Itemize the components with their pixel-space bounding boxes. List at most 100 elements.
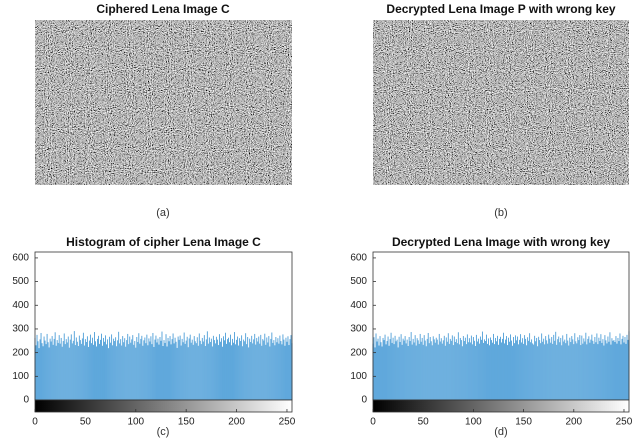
bar <box>461 346 463 400</box>
bar <box>612 340 614 400</box>
x-tick-label: 0 <box>32 417 38 428</box>
bar <box>145 343 147 400</box>
bar <box>90 343 92 400</box>
bar <box>91 337 93 400</box>
bar <box>566 333 568 400</box>
bar <box>541 333 543 400</box>
bar <box>395 341 397 400</box>
bar <box>176 347 178 400</box>
bar <box>515 335 517 400</box>
bar <box>445 337 447 400</box>
bar <box>174 337 176 400</box>
bar <box>117 340 119 400</box>
bar <box>217 345 219 400</box>
bar <box>399 341 401 400</box>
bar <box>602 339 604 400</box>
bar <box>155 335 157 400</box>
bar <box>128 344 130 400</box>
bar <box>229 342 230 400</box>
bar <box>232 338 233 400</box>
bar <box>450 340 452 400</box>
bar <box>588 336 590 400</box>
chart-title: Histogram of cipher Lena Image C <box>66 235 261 249</box>
caption: (c) <box>157 426 170 438</box>
bar <box>109 336 111 400</box>
bar <box>105 335 107 400</box>
bar <box>218 334 220 400</box>
bar <box>101 333 102 400</box>
bar <box>570 341 572 400</box>
bar <box>122 336 124 400</box>
y-tick-label: 300 <box>350 324 367 335</box>
bar <box>613 340 615 400</box>
x-tick-label: 150 <box>178 417 195 428</box>
bar <box>177 336 179 400</box>
bar <box>475 334 477 400</box>
bar <box>392 337 394 400</box>
bar <box>511 340 512 400</box>
bar <box>261 345 263 400</box>
bar <box>516 340 518 400</box>
bar <box>97 338 98 400</box>
bar <box>189 334 191 400</box>
bar <box>277 338 279 400</box>
bar <box>96 346 97 400</box>
bar <box>435 337 437 400</box>
bar <box>436 339 438 400</box>
bar <box>479 336 481 400</box>
bar <box>383 340 385 400</box>
bar <box>491 340 492 400</box>
bar <box>500 336 501 400</box>
bar <box>142 345 144 400</box>
bar <box>564 339 566 400</box>
bar <box>269 346 271 400</box>
bar <box>388 345 390 400</box>
bar <box>162 346 164 400</box>
bar <box>402 338 404 400</box>
bar <box>200 344 202 400</box>
bar <box>486 343 488 400</box>
bar <box>454 341 456 400</box>
bar <box>540 343 542 400</box>
bar <box>81 338 83 400</box>
bar <box>131 339 133 400</box>
bar <box>164 342 166 400</box>
x-tick-label: 250 <box>279 417 296 428</box>
bar <box>432 336 434 400</box>
x-tick-label: 100 <box>465 417 482 428</box>
bar <box>226 343 227 400</box>
bar <box>581 335 583 400</box>
bar <box>574 333 576 400</box>
bar <box>251 335 253 400</box>
bar <box>537 346 539 400</box>
bar <box>126 340 128 400</box>
bar <box>184 343 186 400</box>
bar <box>280 341 282 400</box>
bar <box>289 339 291 400</box>
x-tick-label: 50 <box>418 417 430 428</box>
bar <box>153 346 155 400</box>
bar <box>49 338 51 400</box>
bar <box>621 338 623 400</box>
bar <box>265 344 267 400</box>
bar <box>575 341 577 400</box>
bar <box>606 343 608 400</box>
bar <box>73 331 75 400</box>
bar <box>563 341 565 400</box>
bar <box>522 338 524 400</box>
bar <box>374 347 376 400</box>
bar <box>513 337 515 400</box>
bar <box>46 333 48 400</box>
bar <box>259 343 261 400</box>
bar <box>594 337 596 400</box>
bar <box>228 337 229 400</box>
bar <box>572 339 574 400</box>
bar <box>188 338 190 400</box>
bar <box>444 345 446 400</box>
bar <box>208 337 210 400</box>
bar <box>510 334 511 400</box>
bar <box>496 341 497 400</box>
bar <box>51 336 53 400</box>
bar <box>169 336 171 400</box>
bar <box>462 336 464 400</box>
